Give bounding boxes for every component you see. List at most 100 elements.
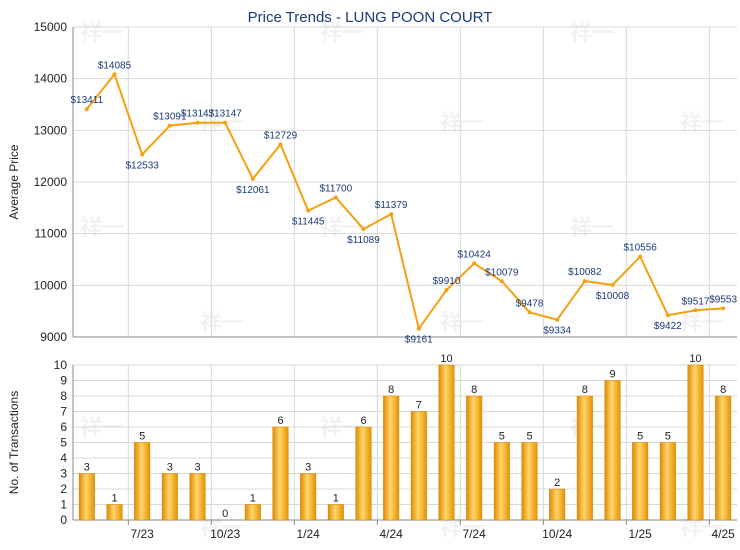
transaction-bar-label: 9 [609, 369, 615, 381]
transaction-bar-label: 8 [471, 384, 477, 396]
watermark-text: 祥一 [680, 310, 724, 336]
transaction-bar [106, 504, 123, 521]
price-data-label: $9517 [682, 296, 710, 307]
price-point [112, 72, 117, 77]
watermark-text: 祥一 [570, 215, 614, 241]
transactions-x-tick-label: 10/24 [542, 527, 572, 541]
transactions-y-tick-label: 5 [60, 436, 67, 450]
transaction-bar [632, 442, 649, 521]
price-y-axis-title: Average Price [7, 144, 21, 219]
transaction-bar [576, 395, 593, 521]
transaction-bar [300, 473, 317, 521]
price-data-label: $13091 [153, 112, 187, 123]
transactions-y-tick-label: 7 [60, 405, 67, 419]
transaction-bar [355, 426, 372, 521]
transaction-bar [521, 442, 538, 521]
transaction-bar [134, 442, 151, 521]
price-point [582, 279, 587, 284]
watermark-text: 祥一 [80, 20, 124, 46]
price-data-label: $9422 [654, 321, 682, 332]
price-point [472, 261, 477, 266]
price-data-label: $11445 [292, 217, 325, 228]
transaction-bar-label: 10 [440, 353, 452, 365]
price-data-label: $11089 [347, 235, 380, 246]
price-data-label: $12729 [264, 130, 298, 141]
transaction-bar-label: 8 [582, 384, 588, 396]
watermark-text: 祥一 [440, 110, 484, 136]
price-data-label: $13147 [208, 109, 242, 120]
price-point [333, 195, 338, 200]
price-y-tick-label: 10000 [34, 278, 68, 292]
price-point [167, 123, 172, 128]
transactions-y-tick-label: 4 [60, 451, 67, 465]
transaction-bar [466, 395, 483, 521]
transaction-bar-label: 5 [526, 431, 532, 443]
price-y-tick-label: 15000 [34, 20, 68, 34]
price-point [84, 107, 89, 112]
transaction-bar [327, 504, 344, 521]
transaction-bar-label: 8 [720, 384, 726, 396]
watermark-layer: 祥一祥一祥一祥一祥一祥一祥一祥一祥一祥一祥一祥一祥一祥一祥一祥一祥一祥一 [80, 20, 724, 541]
price-data-label: $10079 [485, 267, 519, 278]
price-point [278, 142, 283, 147]
transactions-x-tick-label: 7/24 [462, 527, 486, 541]
price-point [693, 308, 698, 313]
transaction-bar-label: 1 [333, 493, 339, 505]
transaction-bar-label: 3 [305, 462, 311, 474]
transaction-bar [659, 442, 676, 521]
price-data-label: $11700 [320, 184, 353, 195]
transaction-bar [549, 488, 566, 521]
watermark-text: 祥一 [680, 110, 724, 136]
transactions-x-tick-label: 7/23 [130, 527, 154, 541]
price-point [665, 313, 670, 318]
price-point [140, 152, 145, 157]
price-y-tick-label: 12000 [34, 175, 68, 189]
price-point [444, 287, 449, 292]
transaction-bar-label: 0 [222, 508, 228, 520]
price-point [250, 176, 255, 181]
price-point [721, 306, 726, 311]
price-point [306, 208, 311, 213]
transaction-bar-label: 5 [139, 431, 145, 443]
chart-title: Price Trends - LUNG POON COURT [248, 9, 493, 26]
price-data-label: $9161 [405, 335, 433, 346]
price-data-label: $9334 [543, 326, 571, 337]
transaction-bar-label: 6 [360, 415, 366, 427]
price-point [416, 326, 421, 331]
transaction-bar-label: 5 [637, 431, 643, 443]
transaction-bar-label: 3 [194, 462, 200, 474]
price-line-chart: 9000 10000 11000 12000 13000 14000 15000 Averag… [7, 20, 738, 346]
transactions-y-tick-label: 1 [60, 498, 67, 512]
transaction-bar [715, 395, 732, 521]
transaction-bar-label: 2 [554, 477, 560, 489]
transaction-bar-label: 10 [689, 353, 701, 365]
price-point [499, 279, 504, 284]
price-point [527, 310, 532, 315]
transactions-y-tick-label: 6 [60, 420, 67, 434]
transaction-bar [272, 426, 289, 521]
price-data-label: $12061 [236, 185, 270, 196]
transaction-bar [78, 473, 95, 521]
transaction-bar [161, 473, 178, 521]
price-point [555, 317, 560, 322]
price-y-tick-label: 9000 [40, 330, 67, 344]
transaction-bar-label: 8 [388, 384, 394, 396]
price-data-label: $12533 [125, 160, 159, 171]
price-data-label: $10008 [596, 291, 630, 302]
transaction-bar [604, 380, 621, 521]
transactions-x-tick-label: 1/24 [296, 527, 320, 541]
transactions-x-tick-label: 4/25 [711, 527, 735, 541]
price-data-label: $10424 [457, 249, 491, 260]
transaction-bar-label: 7 [416, 400, 422, 412]
transactions-y-tick-label: 10 [54, 358, 68, 372]
price-point [389, 212, 394, 217]
price-point [223, 120, 228, 125]
price-data-label: $9553 [709, 294, 737, 305]
transaction-bar [687, 364, 704, 521]
price-point [361, 227, 366, 232]
price-series-line [86, 72, 724, 332]
transactions-x-tick-label: 10/23 [210, 527, 240, 541]
